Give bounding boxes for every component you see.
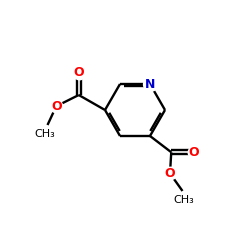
Text: O: O bbox=[165, 167, 175, 180]
Text: CH₃: CH₃ bbox=[35, 129, 56, 139]
Text: O: O bbox=[188, 146, 199, 159]
Text: CH₃: CH₃ bbox=[174, 195, 194, 205]
Text: O: O bbox=[51, 100, 62, 113]
Text: O: O bbox=[74, 66, 84, 79]
Text: N: N bbox=[145, 78, 155, 90]
